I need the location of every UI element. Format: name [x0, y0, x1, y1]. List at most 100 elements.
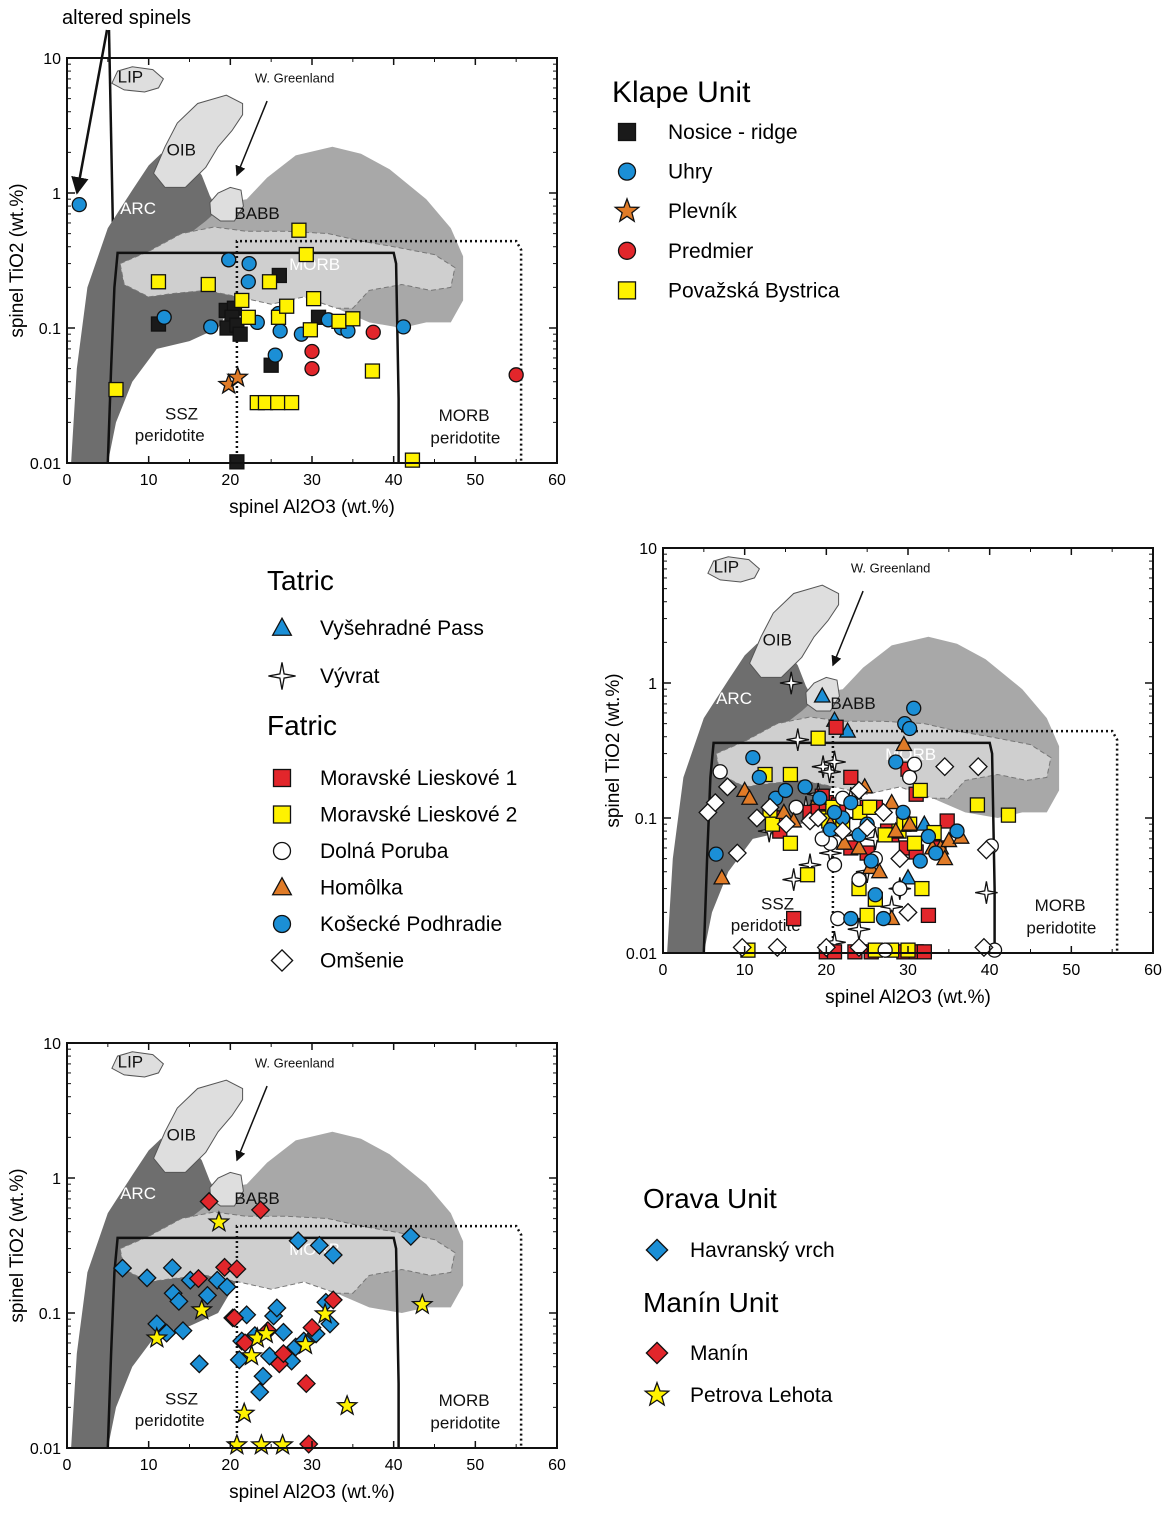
point-omsenie — [747, 808, 767, 828]
point-kosecke-podhradie — [777, 782, 794, 799]
label-morb: MORB — [289, 255, 340, 274]
point-homolka — [850, 838, 868, 855]
x-tick-label: 10 — [140, 472, 158, 489]
point-dolna-poruba — [826, 857, 843, 873]
label-w-greenland: W. Greenland — [255, 1055, 334, 1070]
point-petrova-lehota — [249, 1433, 273, 1455]
point-petrova-lehota — [240, 1344, 263, 1366]
point-homolka — [882, 793, 901, 810]
point-havransky-vrch — [137, 1268, 157, 1288]
legend-label-povazska-bystrica: Považská Bystrica — [668, 279, 840, 302]
point-havransky-vrch — [253, 1366, 273, 1386]
legend-heading-manin: Manín Unit — [643, 1287, 779, 1318]
series-manin — [188, 1191, 343, 1454]
series-povazska-bystrica — [108, 222, 421, 468]
point-vyvrat — [811, 755, 835, 779]
point-havransky-vrch — [250, 1382, 270, 1402]
point-predmier — [365, 324, 381, 340]
oib-field — [153, 94, 244, 188]
point-manin — [250, 1200, 271, 1220]
y-tick-label: 0.1 — [635, 811, 657, 828]
point-dolna-poruba — [851, 871, 867, 888]
point-homolka — [886, 821, 905, 838]
point-omsenie — [760, 797, 780, 817]
morb-peridotite-boundary — [831, 729, 1119, 953]
legend-item-manin: Manín — [645, 1341, 748, 1365]
point-kosecke-podhradie — [912, 853, 928, 869]
point-manin — [299, 1434, 319, 1454]
x-tick-label: 0 — [63, 472, 72, 489]
label-ssz: SSZ — [761, 895, 794, 914]
point-uhry — [241, 255, 257, 272]
label-morb-peridotite-2: peridotite — [1026, 918, 1096, 937]
point-plevnik — [226, 365, 250, 388]
lip-field — [111, 1051, 165, 1078]
legend-label-dolna-poruba: Dolná Poruba — [320, 840, 449, 863]
y-tick-label: 0.1 — [39, 1306, 61, 1323]
point-kosecke-podhradie — [901, 720, 918, 737]
arrow-altered-spinel-1 — [71, 29, 109, 195]
legend-label-manin: Manín — [690, 1342, 748, 1365]
point-vysehradne-pass — [899, 868, 917, 885]
point-kosecke-podhradie — [863, 853, 879, 869]
point-moravske-lieskove-1 — [786, 910, 802, 927]
tectonic-fields — [71, 1051, 523, 1448]
point-havransky-vrch — [173, 1320, 193, 1341]
point-dolna-poruba — [892, 880, 908, 897]
point-povazska-bystrica — [279, 298, 295, 314]
point-moravske-lieskove-2 — [969, 797, 986, 813]
x-tick-label: 0 — [659, 962, 668, 979]
legend-item-predmier: Predmier — [617, 240, 753, 263]
plot-tatric-fatric: LIP OIB W. Greenland ARC BABB MORB SSZ peridoti… — [603, 541, 1162, 1008]
legend-marker-moravske-lieskove-2 — [272, 805, 292, 824]
label-ssz: SSZ — [165, 405, 198, 424]
plot-klape: LIP OIB W. Greenland ARC BABB MORB SSZ peridoti… — [7, 51, 566, 518]
point-povazska-bystrica — [331, 313, 347, 330]
point-manin — [323, 1290, 343, 1310]
point-uhry — [272, 323, 288, 339]
point-petrova-lehota — [145, 1326, 169, 1349]
point-predmier — [508, 367, 524, 383]
legend-marker-dolna-poruba — [272, 841, 292, 861]
point-moravske-lieskove-2 — [799, 867, 816, 883]
point-omsenie — [849, 937, 869, 958]
legend-label-moravske-lieskove-2: Moravské Lieskové 2 — [320, 804, 517, 827]
label-lip: LIP — [118, 1052, 144, 1071]
point-havransky-vrch — [162, 1258, 183, 1278]
point-manin — [227, 1259, 247, 1279]
x-tick-label: 20 — [817, 962, 835, 979]
x-tick-label: 50 — [466, 1457, 484, 1474]
label-lip: LIP — [714, 557, 740, 576]
point-omsenie — [776, 814, 796, 834]
legend-klape: Klape Unit Nosice - ridge Uhry Plevník Predm… — [612, 76, 840, 302]
legend-label-moravske-lieskove-1: Moravské Lieskové 1 — [320, 767, 517, 790]
label-morb-peridotite-2: peridotite — [430, 428, 500, 447]
legend-marker-predmier — [617, 241, 637, 260]
x-tick-label: 40 — [385, 472, 403, 489]
point-moravske-lieskove-2 — [782, 835, 799, 851]
point-kosecke-podhradie — [843, 910, 859, 927]
point-vyvrat — [975, 881, 998, 904]
point-moravske-lieskove-2 — [914, 880, 930, 897]
point-uhry — [203, 319, 219, 335]
series-omsenie — [698, 757, 997, 958]
x-axis-label: spinel Al2O3 (wt.%) — [229, 1482, 395, 1503]
point-havransky-vrch — [273, 1322, 294, 1342]
point-omsenie — [727, 843, 747, 863]
point-omsenie — [974, 937, 994, 958]
legend-label-uhry: Uhry — [668, 161, 713, 184]
label-oib: OIB — [167, 1125, 196, 1144]
w-greenland-arrow — [235, 1085, 268, 1162]
point-homolka — [835, 833, 854, 850]
point-kosecke-podhradie — [745, 749, 761, 766]
point-manin — [214, 1257, 235, 1277]
legend-heading-orava: Orava Unit — [643, 1183, 777, 1214]
point-omsenie — [832, 821, 853, 841]
series-plevnik — [217, 365, 250, 395]
label-morb-peridotite-2: peridotite — [430, 1413, 500, 1432]
legend-marker-uhry — [617, 162, 637, 181]
point-havransky-vrch — [288, 1231, 308, 1251]
y-tick-label: 1 — [52, 186, 61, 203]
legend-marker-vyvrat — [268, 662, 296, 690]
plot-orava-manin: LIP OIB W. Greenland ARC BABB MORB SSZ peridoti… — [7, 1036, 566, 1503]
